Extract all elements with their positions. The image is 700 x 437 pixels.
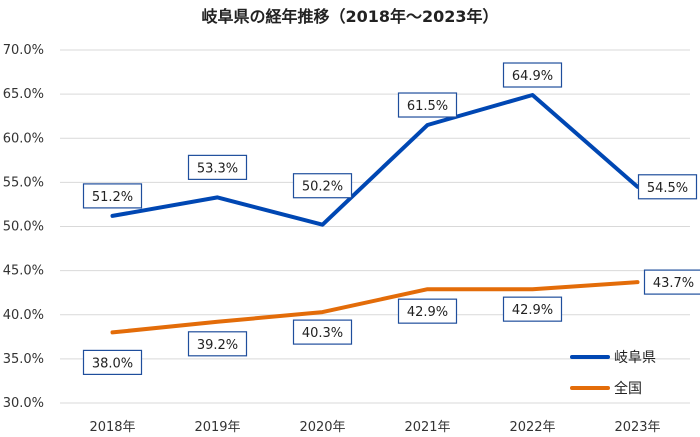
x-tick-label: 2018年 [89,420,135,435]
data-label-box [397,92,458,118]
chart-title: 岐阜県の経年推移（2018年～2023年） [201,7,498,26]
data-labels: 51.2% 53.3% 50.2% 61.5% 64.9% 54.5% 38.0% 39.2%… [82,62,700,375]
x-axis-ticks: 2018年 2019年 2020年 2021年 2022年 2023年 [89,420,660,435]
data-label: 50.2% [302,180,343,195]
data-label: 42.9% [512,303,553,318]
series-line-national [110,280,640,335]
data-label: 42.9% [407,305,448,320]
data-label-box [502,296,563,322]
x-tick-label: 2021年 [404,420,450,435]
data-label: 40.3% [302,326,343,341]
data-label-box [187,154,248,180]
data-label: 61.5% [407,99,448,114]
y-axis-ticks: 30.0% 35.0% 40.0% 45.0% 50.0% 55.0% 60.0% 65.0%… [3,43,44,411]
data-label: 64.9% [512,69,553,84]
y-tick-label: 65.0% [3,87,44,102]
data-label-box [397,298,458,324]
y-tick-label: 45.0% [3,264,44,279]
data-label-box [82,349,143,375]
x-tick-label: 2022年 [509,420,555,435]
data-label: 38.0% [92,356,133,371]
legend-label: 岐阜県 [614,349,656,366]
data-label: 54.5% [647,181,688,196]
x-tick-label: 2023年 [614,420,660,435]
y-tick-label: 70.0% [3,43,44,58]
data-label: 51.2% [92,190,133,205]
series-lines [110,93,640,335]
y-tick-label: 50.0% [3,220,44,235]
data-label-box [187,331,248,357]
x-tick-label: 2020年 [299,420,345,435]
data-label: 39.2% [197,338,238,353]
legend-label: 全国 [614,380,642,397]
y-tick-label: 55.0% [3,175,44,190]
data-label-box [82,183,143,209]
data-label-box [637,174,698,200]
data-label: 53.3% [197,161,238,176]
y-tick-label: 60.0% [3,131,44,146]
data-label-box [292,319,353,345]
x-tick-label: 2019年 [194,420,240,435]
data-label-box [643,269,700,295]
y-tick-label: 40.0% [3,308,44,323]
y-tick-label: 30.0% [3,396,44,411]
series-line-gifu [110,93,640,227]
data-label-box [502,62,563,88]
data-label-box [292,173,353,199]
y-tick-label: 35.0% [3,352,44,367]
gridlines [60,49,690,404]
data-label: 43.7% [653,276,694,291]
